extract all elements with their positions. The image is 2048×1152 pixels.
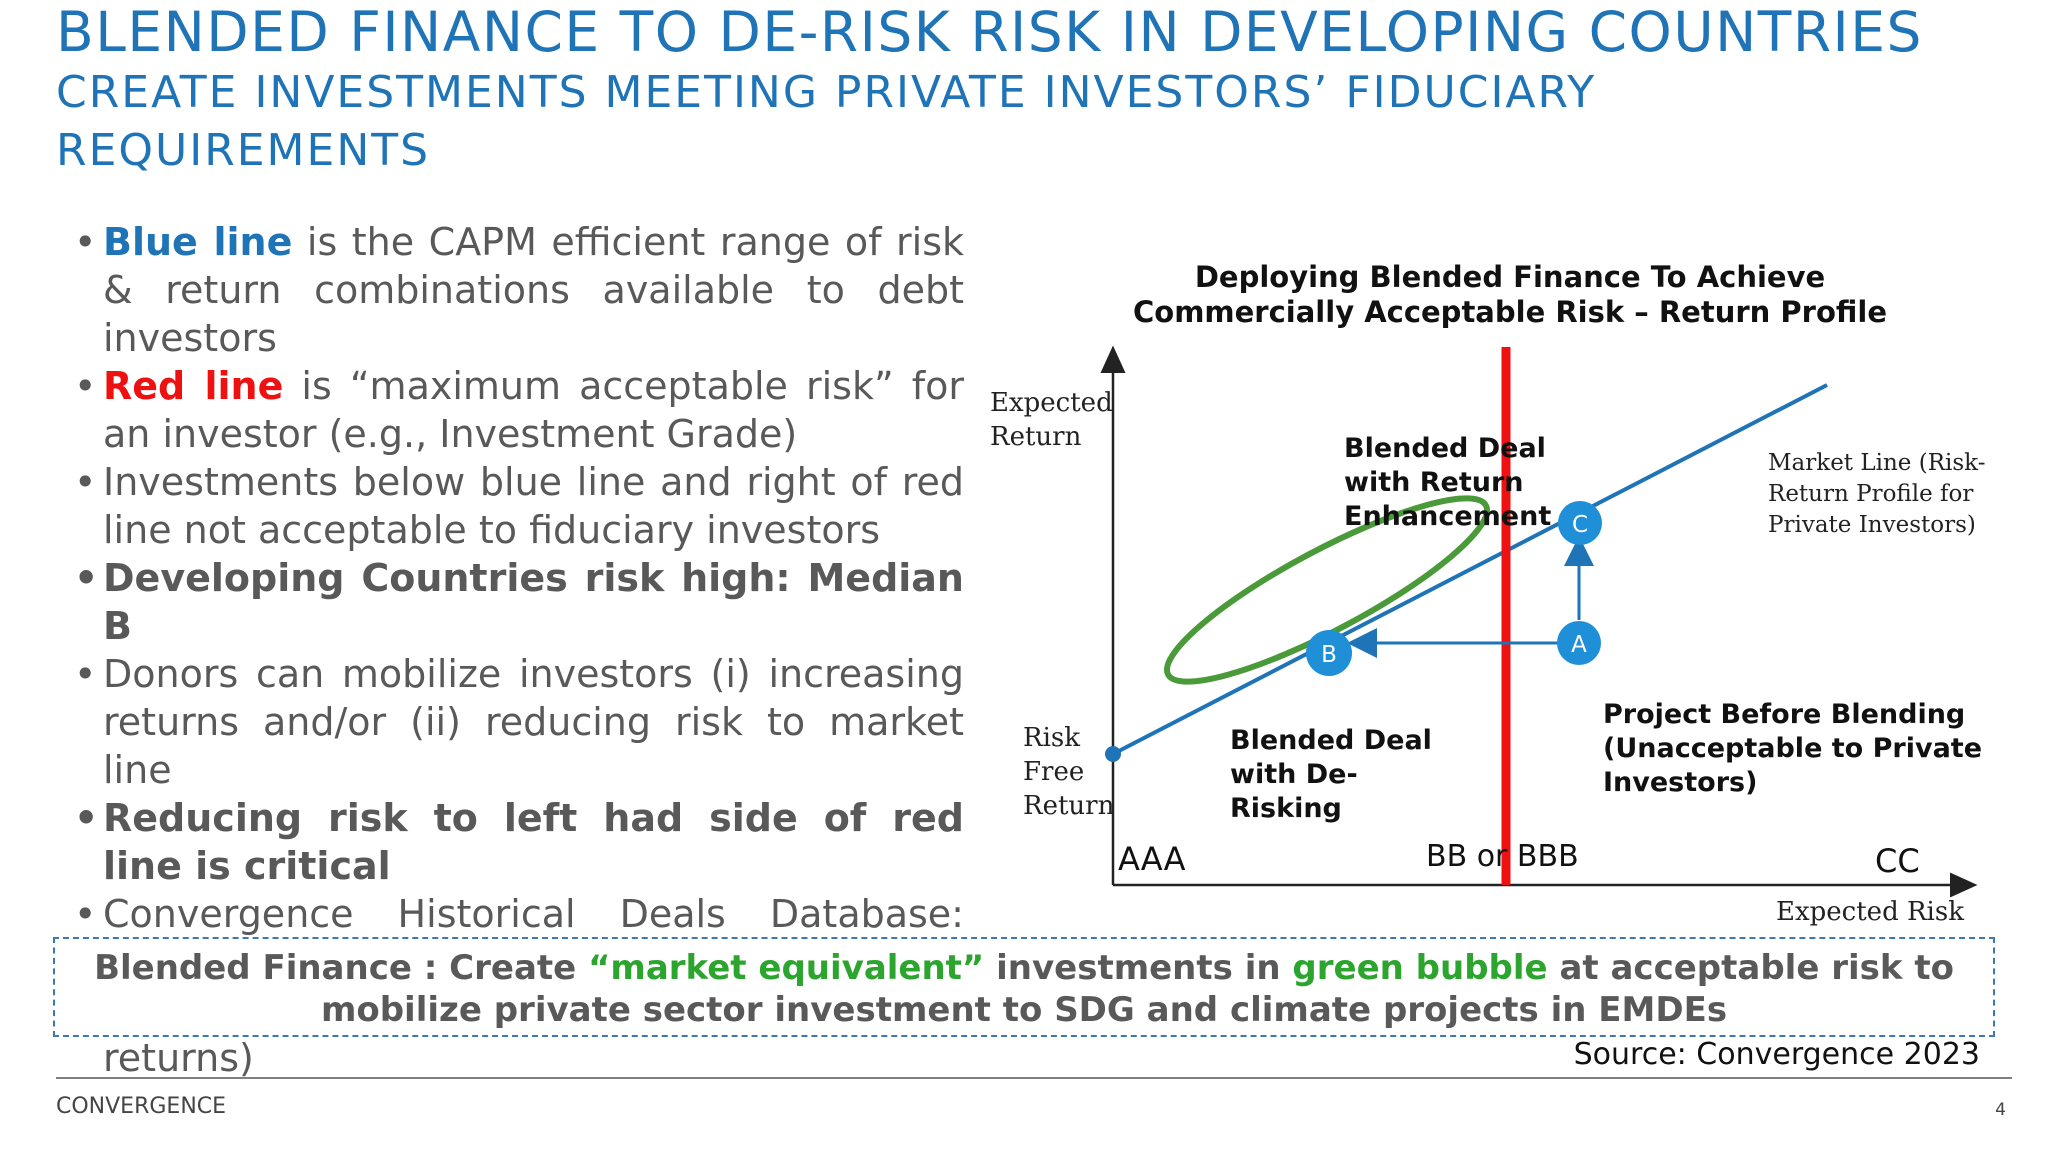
bullet-dot-icon: • [74, 460, 97, 504]
bullet-dot-icon: • [74, 556, 99, 600]
risk-free-point [1105, 746, 1121, 762]
point-a-label: A [1571, 632, 1587, 658]
derisking-label-line2: with De- [1230, 759, 1358, 790]
diagram-title-line2: Commercially Acceptable Risk – Return Pr… [1133, 295, 1887, 329]
enhancement-label-line1: Blended Deal [1344, 433, 1546, 464]
x-axis-label: Expected Risk [1776, 897, 1964, 927]
bullet-item: • Red line is “maximum acceptable risk” f… [70, 362, 964, 458]
derisking-label-line1: Blended Deal [1230, 725, 1432, 756]
risk-free-label-line3: Return [1023, 791, 1115, 821]
project-label-line2: (Unacceptable to Private [1603, 733, 1982, 764]
footer-brand: CONVERGENCE [56, 1094, 227, 1119]
green-bubble [1163, 495, 1491, 685]
source-note: Source: Convergence 2023 [1573, 1037, 1980, 1072]
market-line-label-line3: Private Investors) [1768, 512, 1976, 538]
callout-text-part1: Blended Finance : Create [94, 948, 589, 988]
bullet-dot-icon: • [74, 652, 97, 696]
tick-cc: CC [1875, 842, 1920, 880]
callout-highlight-bubble: green bubble [1292, 948, 1548, 988]
page-subtitle: CREATE INVESTMENTS MEETING PRIVATE INVES… [56, 67, 1597, 176]
market-line [1112, 383, 1828, 756]
bullet-lead: Blue line [103, 220, 293, 264]
bullet-lead: Red line [103, 364, 284, 408]
point-a [1557, 621, 1601, 665]
project-label-line1: Project Before Blending [1603, 699, 1965, 730]
point-c [1558, 501, 1602, 545]
bullet-text: is “maximum acceptable risk” for an inve… [103, 364, 964, 456]
risk-free-label-line2: Free [1023, 757, 1084, 787]
bullet-item: • Developing Countries risk high: Median … [70, 554, 964, 650]
page-title: BLENDED FINANCE TO DE-RISK RISK IN DEVEL… [56, 0, 1923, 64]
derisking-label-line3: Risking [1230, 793, 1342, 824]
bullet-item: • Blue line is the CAPM efficient range o… [70, 218, 964, 362]
point-b [1306, 630, 1352, 676]
point-c-label: C [1572, 512, 1588, 538]
y-axis-label-line2: Return [990, 422, 1082, 452]
tick-aaa: AAA [1118, 840, 1186, 878]
callout-highlight-market: “market equivalent” [588, 948, 985, 988]
page-number: 4 [1995, 1100, 2006, 1120]
bullet-text: Developing Countries risk high: Median B [103, 556, 964, 648]
bullet-text: Reducing risk to left had side of red li… [103, 796, 964, 888]
enhancement-label-line2: with Return [1344, 467, 1524, 498]
market-line-label-line1: Market Line (Risk- [1768, 450, 1985, 476]
callout-text-part3: investments in [984, 948, 1293, 988]
point-b-label: B [1321, 642, 1337, 668]
enhancement-label-line3: Enhancement [1344, 501, 1551, 532]
risk-return-diagram: Deploying Blended Finance To Achieve Com… [990, 260, 1985, 927]
bullet-text: Investments below blue line and right of… [103, 460, 964, 552]
bullet-dot-icon: • [74, 796, 99, 840]
bullet-dot-icon: • [74, 220, 97, 264]
footer-divider [56, 1077, 2012, 1079]
tick-bb: BB or BBB [1426, 839, 1579, 874]
bullet-item: • Reducing risk to left had side of red l… [70, 794, 964, 890]
bullet-item: • Investments below blue line and right o… [70, 458, 964, 554]
bullet-text: Donors can mobilize investors (i) increa… [103, 652, 964, 792]
diagram-title-line1: Deploying Blended Finance To Achieve [1195, 260, 1825, 294]
risk-free-label-line1: Risk [1023, 723, 1080, 753]
market-line-label-line2: Return Profile for [1768, 481, 1973, 507]
bullet-dot-icon: • [74, 892, 97, 936]
bullet-text: is the CAPM efficient range of risk & re… [103, 220, 964, 360]
callout-text-part5: at acceptable risk to mobilize private s… [320, 948, 1954, 1030]
y-axis-label-line1: Expected [990, 388, 1113, 418]
project-label-line3: Investors) [1603, 767, 1757, 798]
bullet-dot-icon: • [74, 364, 97, 408]
callout-box: Blended Finance : Create “market equival… [53, 937, 1995, 1037]
bullet-item: • Donors can mobilize investors (i) incre… [70, 650, 964, 794]
